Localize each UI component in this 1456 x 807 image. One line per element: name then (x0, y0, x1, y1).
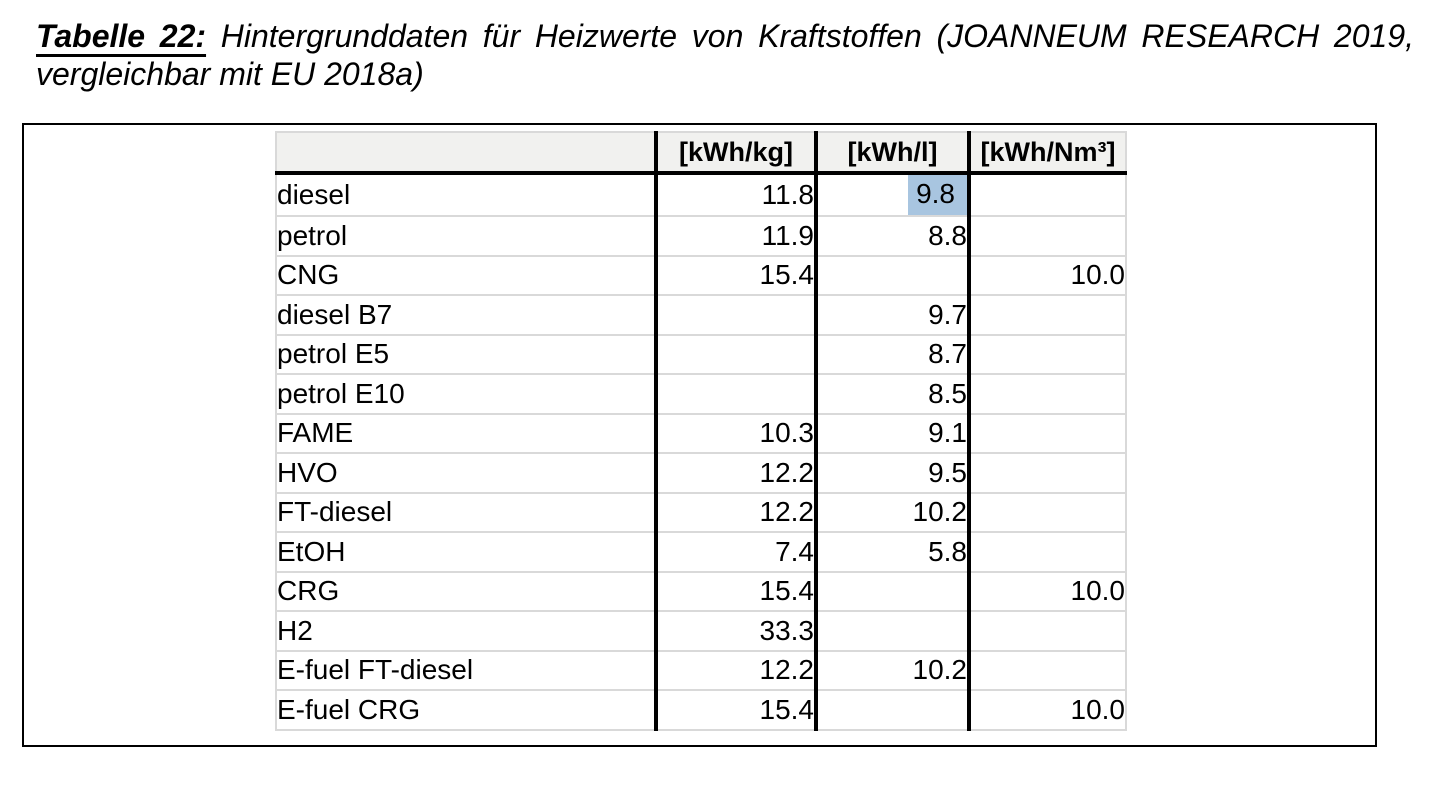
table-row: diesel 11.8 9.8 (276, 173, 1126, 217)
kwh-l-cell: 9.7 (814, 295, 969, 336)
table-row: petrol E5 8.7 (276, 334, 1126, 375)
kwh-l-cell: 8.5 (814, 374, 969, 415)
kwh-kg-cell: 15.4 (654, 571, 816, 612)
fuel-cell: E-fuel CRG (276, 690, 656, 731)
fuel-cell: CRG (276, 571, 656, 612)
kwh-kg-cell: 33.3 (654, 611, 816, 652)
kwh-nm3-cell (967, 453, 1126, 494)
col-header-fuel (276, 132, 656, 175)
kwh-nm3-cell: 10.0 (967, 571, 1126, 612)
kwh-nm3-cell (967, 334, 1126, 375)
caption-line1: Tabelle 22: Hintergrunddaten für Heizwer… (36, 17, 1414, 93)
table-row: petrol E10 8.5 (276, 374, 1126, 415)
table-row: diesel B7 9.7 (276, 295, 1126, 336)
table-body: diesel 11.8 9.8 petrol 11.9 8.8 CNG 15.4… (276, 173, 1126, 731)
fuel-cell: diesel B7 (276, 295, 656, 336)
kwh-nm3-cell (967, 611, 1126, 652)
fuel-cell: H2 (276, 611, 656, 652)
fuel-cell: diesel (276, 173, 656, 217)
kwh-nm3-cell (967, 492, 1126, 533)
fuel-cell: HVO (276, 453, 656, 494)
fuel-cell: petrol E10 (276, 374, 656, 415)
kwh-nm3-cell (967, 650, 1126, 691)
kwh-kg-cell: 12.2 (654, 453, 816, 494)
kwh-l-cell: 10.2 (814, 650, 969, 691)
caption-text: Hintergrunddaten für Heizwerte von Kraft… (220, 18, 1415, 54)
kwh-l-cell: 9.8 (814, 173, 969, 217)
fuel-cell: EtOH (276, 532, 656, 573)
kwh-kg-cell: 12.2 (654, 650, 816, 691)
kwh-kg-cell: 10.3 (654, 413, 816, 454)
kwh-nm3-cell (967, 295, 1126, 336)
table-row: FT-diesel 12.2 10.2 (276, 492, 1126, 533)
kwh-l-cell: 10.2 (814, 492, 969, 533)
table-row: E-fuel CRG 15.4 10.0 (276, 690, 1126, 731)
table-caption: Tabelle 22: Hintergrunddaten für Heizwer… (36, 17, 1414, 93)
kwh-nm3-cell: 10.0 (967, 255, 1126, 296)
col-header-kwh-l: [kWh/l] (814, 132, 969, 175)
kwh-l-cell: 9.5 (814, 453, 969, 494)
fuel-cell: CNG (276, 255, 656, 296)
kwh-l-cell (814, 255, 969, 296)
kwh-l-cell: 8.8 (814, 216, 969, 257)
kwh-nm3-cell (967, 374, 1126, 415)
kwh-kg-cell: 15.4 (654, 255, 816, 296)
kwh-l-cell: 8.7 (814, 334, 969, 375)
table-row: HVO 12.2 9.5 (276, 453, 1126, 494)
fuel-cell: FAME (276, 413, 656, 454)
kwh-kg-cell (654, 334, 816, 375)
kwh-kg-cell: 11.9 (654, 216, 816, 257)
kwh-l-cell: 9.1 (814, 413, 969, 454)
kwh-nm3-cell (967, 413, 1126, 454)
kwh-l-cell (814, 611, 969, 652)
kwh-kg-cell: 12.2 (654, 492, 816, 533)
fuel-cell: FT-diesel (276, 492, 656, 533)
kwh-kg-cell (654, 295, 816, 336)
fuel-cell: petrol E5 (276, 334, 656, 375)
fuel-cell: E-fuel FT-diesel (276, 650, 656, 691)
col-header-kwh-nm3: [kWh/Nm³] (967, 132, 1126, 175)
highlighted-value: 9.8 (908, 175, 967, 215)
fuel-cell: petrol (276, 216, 656, 257)
table-row: EtOH 7.4 5.8 (276, 532, 1126, 573)
kwh-nm3-cell (967, 173, 1126, 217)
kwh-kg-cell: 15.4 (654, 690, 816, 731)
table-row: CRG 15.4 10.0 (276, 571, 1126, 612)
table-row: petrol 11.9 8.8 (276, 216, 1126, 257)
kwh-kg-cell: 7.4 (654, 532, 816, 573)
kwh-l-cell (814, 571, 969, 612)
kwh-l-cell: 5.8 (814, 532, 969, 573)
table-row: H2 33.3 (276, 611, 1126, 652)
caption-label: Tabelle 22: (36, 18, 207, 54)
kwh-nm3-cell (967, 216, 1126, 257)
caption-line2: vergleichbar mit EU 2018a) (36, 56, 424, 92)
kwh-kg-cell (654, 374, 816, 415)
kwh-nm3-cell: 10.0 (967, 690, 1126, 731)
table-row: FAME 10.3 9.1 (276, 413, 1126, 454)
table-row: CNG 15.4 10.0 (276, 255, 1126, 296)
col-header-kwh-kg: [kWh/kg] (654, 132, 816, 175)
kwh-nm3-cell (967, 532, 1126, 573)
heating-values-table: [kWh/kg] [kWh/l] [kWh/Nm³] diesel 11.8 9… (275, 131, 1127, 731)
table-row: E-fuel FT-diesel 12.2 10.2 (276, 650, 1126, 691)
table-header-row: [kWh/kg] [kWh/l] [kWh/Nm³] (276, 132, 1126, 175)
kwh-l-cell (814, 690, 969, 731)
kwh-kg-cell: 11.8 (654, 173, 816, 217)
